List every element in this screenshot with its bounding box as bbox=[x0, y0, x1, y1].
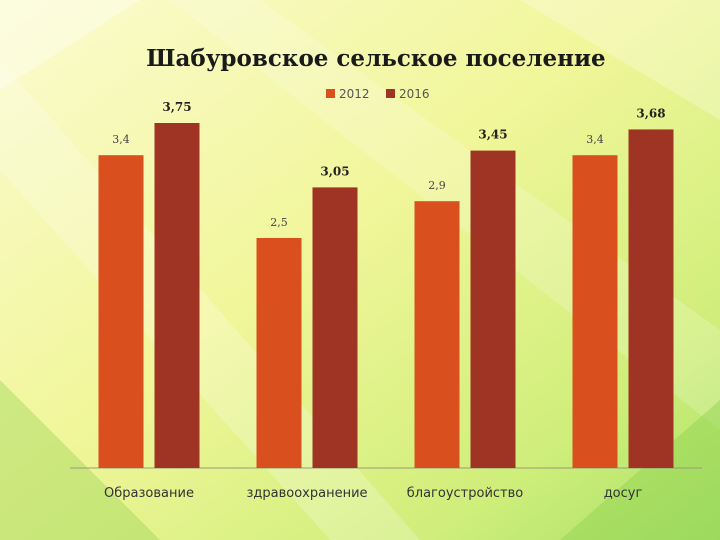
bar-2012-3 bbox=[572, 155, 618, 468]
legend-label-2016: 2016 bbox=[399, 87, 430, 101]
category-labels-group: Образование здравоохранение благоустройств… bbox=[104, 486, 642, 501]
value-labels-group: 3,4 3,75 2,5 3,05 2,9 3,45 3,4 3,68 bbox=[112, 100, 665, 229]
value-label-2012-3: 3,4 bbox=[586, 133, 604, 146]
category-label-3: досуг bbox=[604, 486, 643, 501]
chart-title: Шабуровское сельское поселение bbox=[146, 45, 605, 72]
value-label-2016-2: 3,45 bbox=[478, 128, 507, 142]
bar-2012-0 bbox=[98, 155, 144, 468]
category-label-1: здравоохранение bbox=[246, 486, 367, 501]
value-label-2016-3: 3,68 bbox=[636, 106, 665, 120]
value-label-2012-2: 2,9 bbox=[428, 179, 446, 192]
value-label-2012-0: 3,4 bbox=[112, 133, 130, 146]
category-label-0: Образование bbox=[104, 486, 194, 501]
value-label-2012-1: 2,5 bbox=[270, 216, 288, 229]
bar-2016-1 bbox=[312, 187, 358, 468]
value-label-2016-0: 3,75 bbox=[162, 100, 191, 114]
bar-2012-1 bbox=[256, 238, 302, 468]
bar-2012-2 bbox=[414, 201, 460, 468]
value-label-2016-1: 3,05 bbox=[320, 164, 349, 178]
legend: 2012 2016 bbox=[326, 87, 430, 101]
legend-swatch-2012 bbox=[326, 89, 335, 98]
category-label-2: благоустройство bbox=[407, 486, 524, 501]
bars-group bbox=[98, 123, 674, 468]
bar-2016-3 bbox=[628, 129, 674, 468]
legend-swatch-2016 bbox=[386, 89, 395, 98]
legend-label-2012: 2012 bbox=[339, 87, 370, 101]
bar-2016-2 bbox=[470, 150, 516, 468]
bar-2016-0 bbox=[154, 123, 200, 468]
